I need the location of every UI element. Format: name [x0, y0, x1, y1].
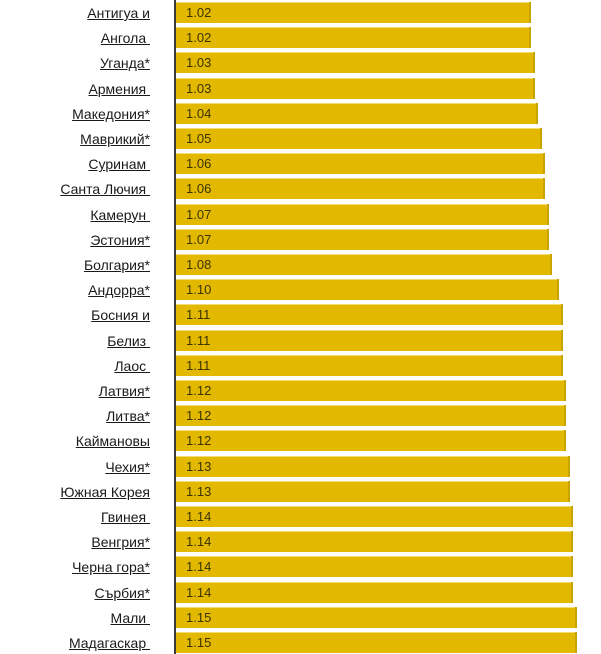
category-label[interactable]: Камерун: [90, 206, 150, 223]
bar: 1.02: [176, 27, 531, 49]
category-label[interactable]: Мадагаскар: [68, 635, 150, 651]
bar: 1.07: [176, 203, 549, 225]
category-label[interactable]: Андорра*: [88, 282, 150, 299]
bar-value-label: 1.03: [186, 55, 212, 71]
bar: 1.12: [176, 430, 567, 452]
category-label[interactable]: Босния и: [91, 307, 150, 324]
category-label[interactable]: Болгария*: [83, 257, 150, 273]
category-label[interactable]: Ангола: [100, 30, 150, 47]
bar: 1.13: [176, 455, 570, 477]
bar: 1.04: [176, 102, 539, 124]
category-label[interactable]: Литва*: [106, 408, 150, 425]
category-label[interactable]: Антигуа и: [87, 5, 150, 21]
bar: 1.14: [176, 531, 574, 553]
bar-value-label: 1.15: [186, 609, 212, 625]
category-label[interactable]: Эстония*: [90, 231, 150, 248]
category-label[interactable]: Суринам: [88, 156, 150, 173]
bar: 1.11: [176, 304, 563, 326]
bar: 1.11: [176, 329, 563, 351]
category-label[interactable]: Венгрия*: [91, 534, 150, 551]
bar-value-label: 1.13: [186, 483, 212, 499]
bar-value-label: 1.14: [186, 534, 212, 550]
category-label[interactable]: Армения: [88, 80, 150, 97]
bar-value-label: 1.04: [186, 105, 212, 121]
bar: 1.12: [176, 405, 567, 427]
bar-value-label: 1.07: [186, 231, 212, 247]
bar-value-label: 1.06: [186, 156, 212, 172]
bar: 1.15: [176, 632, 577, 653]
bar-value-label: 1.06: [186, 181, 212, 197]
bar-value-label: 1.15: [186, 635, 212, 650]
category-label[interactable]: Лаос: [114, 357, 150, 374]
bar: 1.11: [176, 354, 563, 376]
category-label[interactable]: Санта Лючия: [60, 181, 150, 198]
category-label[interactable]: Белиз: [107, 332, 150, 349]
bar-value-label: 1.11: [186, 332, 211, 348]
bar-value-label: 1.13: [186, 458, 212, 474]
category-label[interactable]: Латвия*: [98, 383, 150, 399]
bar-value-label: 1.10: [186, 282, 212, 298]
bar: 1.06: [176, 153, 546, 175]
bar: 1.03: [176, 52, 535, 74]
bar: 1.14: [176, 581, 574, 603]
bar-value-label: 1.07: [186, 206, 212, 222]
bar: 1.03: [176, 77, 535, 99]
bar: 1.13: [176, 480, 570, 502]
bar: 1.14: [176, 556, 574, 578]
category-label[interactable]: Чехия*: [105, 458, 150, 475]
bar-value-label: 1.12: [186, 408, 212, 424]
category-label[interactable]: Мали: [110, 609, 150, 626]
bar-value-label: 1.02: [186, 5, 212, 20]
bar-value-label: 1.05: [186, 131, 212, 146]
bar-value-label: 1.11: [186, 307, 211, 323]
bar: 1.12: [176, 380, 567, 401]
category-label[interactable]: Южная Корея: [60, 483, 150, 500]
category-label[interactable]: Гвинея: [100, 509, 150, 525]
bar-value-label: 1.14: [186, 509, 212, 524]
bar-value-label: 1.14: [186, 584, 212, 600]
bar: 1.10: [176, 279, 560, 301]
bar-value-label: 1.08: [186, 257, 212, 272]
bar-value-label: 1.11: [186, 357, 211, 373]
category-label[interactable]: Черна гора*: [72, 559, 150, 576]
bar: 1.06: [176, 178, 546, 200]
bar-value-label: 1.02: [186, 30, 212, 46]
category-label[interactable]: Маврикий*: [80, 131, 150, 147]
category-label[interactable]: Каймановы: [75, 433, 150, 450]
bar-value-label: 1.12: [186, 383, 212, 398]
category-label[interactable]: Сърбия*: [94, 584, 150, 601]
bar-value-label: 1.12: [186, 433, 212, 449]
category-label[interactable]: Уганда*: [100, 55, 150, 72]
bar: 1.08: [176, 254, 553, 275]
y-axis-line: [174, 0, 176, 654]
bar: 1.15: [176, 606, 577, 628]
bar: 1.07: [176, 228, 549, 250]
bar-value-label: 1.03: [186, 80, 212, 96]
bar: 1.14: [176, 506, 574, 527]
bar: 1.02: [176, 2, 531, 23]
bar: 1.05: [176, 128, 542, 149]
bar-value-label: 1.14: [186, 559, 212, 575]
category-label[interactable]: Македония*: [72, 105, 150, 122]
